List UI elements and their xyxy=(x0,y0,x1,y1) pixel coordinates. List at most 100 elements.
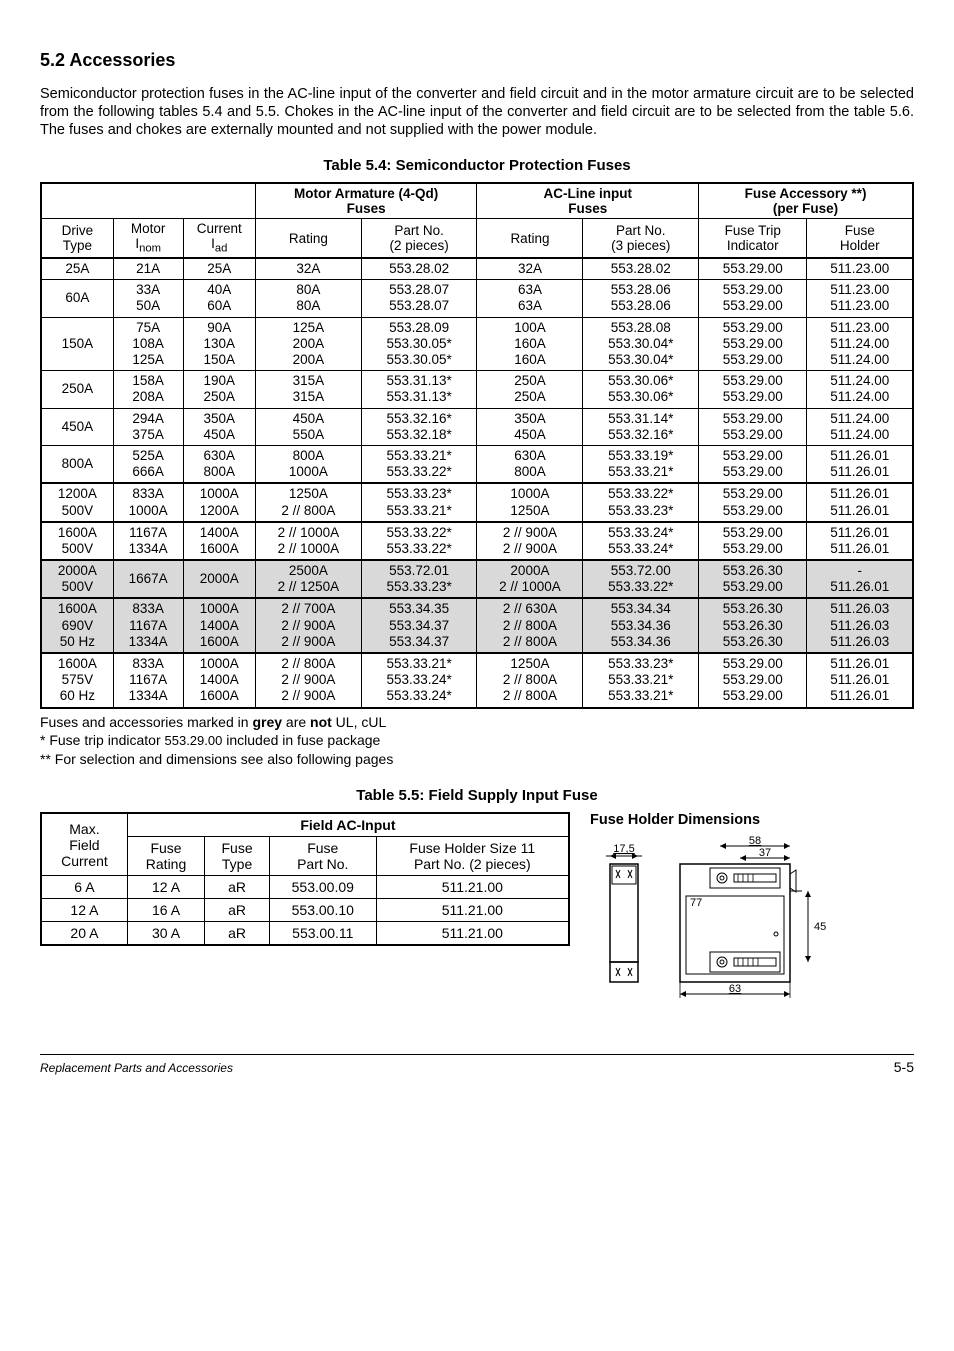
table-cell: aR xyxy=(205,922,270,946)
table-cell: 511.26.01511.26.01 xyxy=(807,445,913,483)
table-cell: 1200A500V xyxy=(41,483,113,521)
table-cell: 294A375A xyxy=(113,408,183,445)
svg-text:37: 37 xyxy=(759,847,771,859)
table-cell: 553.72.01553.33.23* xyxy=(361,560,477,598)
table-cell: 1000A1400A1600A xyxy=(183,598,255,653)
table-cell: 553.29.00553.29.00 xyxy=(699,371,807,408)
table-cell: 350A450A xyxy=(477,408,583,445)
table-cell: 450A550A xyxy=(255,408,361,445)
table-cell: 25A xyxy=(183,258,255,280)
page-footer: Replacement Parts and Accessories 5-5 xyxy=(40,1054,914,1075)
table-cell: 511.21.00 xyxy=(376,899,569,922)
fuse-accessory-header: Fuse Accessory **) (per Fuse) xyxy=(699,183,913,219)
table-cell: 553.33.24*553.33.24* xyxy=(583,522,699,560)
table-cell: 32A xyxy=(255,258,361,280)
motor-inom-header: MotorInom xyxy=(113,219,183,258)
table-cell: 553.29.00553.29.00 xyxy=(699,483,807,521)
table-cell: 315A315A xyxy=(255,371,361,408)
table-cell: 12 A xyxy=(127,876,204,899)
table-cell: 511.21.00 xyxy=(376,922,569,946)
table-cell: 511.26.01511.26.01 xyxy=(807,483,913,521)
table-cell: 511.23.00511.24.00511.24.00 xyxy=(807,317,913,371)
table-row: 1600A690V50 Hz833A1167A1334A1000A1400A16… xyxy=(41,598,913,653)
table-cell: 1600A500V xyxy=(41,522,113,560)
table-row: 1600A500V1167A1334A1400A1600A2 // 1000A2… xyxy=(41,522,913,560)
table-cell: 553.32.16*553.32.18* xyxy=(361,408,477,445)
table-5-5-caption: Table 5.5: Field Supply Input Fuse xyxy=(40,787,914,804)
table-cell: 553.72.00553.33.22* xyxy=(583,560,699,598)
table-cell: 63A63A xyxy=(477,280,583,317)
fuse-holder-dimensions-diagram: 17,5 xyxy=(590,834,850,1004)
ac-partno-header: Part No. (3 pieces) xyxy=(583,219,699,258)
table-row: 12 A16 AaR553.00.10511.21.00 xyxy=(41,899,569,922)
table-cell: 30 A xyxy=(127,922,204,946)
table-cell: 2 // 700A2 // 900A2 // 900A xyxy=(255,598,361,653)
table-cell: 90A130A150A xyxy=(183,317,255,371)
table-cell: -511.26.01 xyxy=(807,560,913,598)
table-cell: 2 // 1000A2 // 1000A xyxy=(255,522,361,560)
table-cell: 553.28.02 xyxy=(361,258,477,280)
table-cell: 553.33.22*553.33.23* xyxy=(583,483,699,521)
current-iad-header: CurrentIad xyxy=(183,219,255,258)
table-cell: 1667A xyxy=(113,560,183,598)
table-cell: 553.00.09 xyxy=(269,876,376,899)
motor-armature-header: Motor Armature (4-Qd) Fuses xyxy=(255,183,477,219)
ma-rating-header: Rating xyxy=(255,219,361,258)
table-cell: 1600A690V50 Hz xyxy=(41,598,113,653)
table-cell: 12 A xyxy=(41,899,127,922)
table-cell: 250A250A xyxy=(477,371,583,408)
table-cell: 553.33.23*553.33.21*553.33.21* xyxy=(583,653,699,708)
fuse-trip-header: Fuse Trip Indicator xyxy=(699,219,807,258)
table-cell: 150A xyxy=(41,317,113,371)
fuse-holder-dimensions-title: Fuse Holder Dimensions xyxy=(590,812,914,828)
table-cell: 800A1000A xyxy=(255,445,361,483)
table-cell: 158A208A xyxy=(113,371,183,408)
t55-fuse-rating-header: Fuse Rating xyxy=(127,837,204,876)
table-cell: 32A xyxy=(477,258,583,280)
table-cell: 553.00.10 xyxy=(269,899,376,922)
table-cell: 40A60A xyxy=(183,280,255,317)
table-cell: 1000A1200A xyxy=(183,483,255,521)
table-row: 25A21A25A32A553.28.0232A553.28.02553.29.… xyxy=(41,258,913,280)
table-cell: 1250A2 // 800A xyxy=(255,483,361,521)
table-cell: aR xyxy=(205,899,270,922)
table-cell: 553.33.21*553.33.24*553.33.24* xyxy=(361,653,477,708)
table-cell: 1000A1250A xyxy=(477,483,583,521)
table-cell: 553.29.00553.29.00 xyxy=(699,280,807,317)
table-cell: 553.26.30553.29.00 xyxy=(699,560,807,598)
table-cell: 2 // 900A2 // 900A xyxy=(477,522,583,560)
table-row: 450A294A375A350A450A450A550A553.32.16*55… xyxy=(41,408,913,445)
table-row: 1200A500V833A1000A1000A1200A1250A2 // 80… xyxy=(41,483,913,521)
table-cell: 350A450A xyxy=(183,408,255,445)
table-cell: 833A1167A1334A xyxy=(113,653,183,708)
svg-text:45: 45 xyxy=(814,921,826,933)
table-cell: 553.28.07553.28.07 xyxy=(361,280,477,317)
field-ac-input-header: Field AC-Input xyxy=(127,813,569,837)
table-cell: 553.00.11 xyxy=(269,922,376,946)
table-cell: 553.33.23*553.33.21* xyxy=(361,483,477,521)
ac-line-header: AC-Line input Fuses xyxy=(477,183,699,219)
table-cell: 21A xyxy=(113,258,183,280)
table-cell: aR xyxy=(205,876,270,899)
table-cell: 60A xyxy=(41,280,113,317)
table-cell: 553.33.21*553.33.22* xyxy=(361,445,477,483)
table-cell: 511.23.00511.23.00 xyxy=(807,280,913,317)
table-cell: 553.31.14*553.32.16* xyxy=(583,408,699,445)
table-cell: 20 A xyxy=(41,922,127,946)
table-cell: 33A50A xyxy=(113,280,183,317)
table-5-4-notes: Fuses and accessories marked in grey are… xyxy=(40,713,914,770)
table-cell: 511.26.01511.26.01511.26.01 xyxy=(807,653,913,708)
t55-fuse-holder-header: Fuse Holder Size 11 Part No. (2 pieces) xyxy=(376,837,569,876)
table-cell: 553.30.06*553.30.06* xyxy=(583,371,699,408)
t55-fuse-type-header: Fuse Type xyxy=(205,837,270,876)
table-cell: 511.21.00 xyxy=(376,876,569,899)
drive-type-header: Drive Type xyxy=(41,219,113,258)
table-cell: 553.29.00553.29.00 xyxy=(699,408,807,445)
table-5-4: Motor Armature (4-Qd) Fuses AC-Line inpu… xyxy=(40,182,914,708)
table-cell: 511.26.03511.26.03511.26.03 xyxy=(807,598,913,653)
ma-partno-header: Part No. (2 pieces) xyxy=(361,219,477,258)
svg-text:17,5: 17,5 xyxy=(613,843,634,855)
table-row: 6 A12 AaR553.00.09511.21.00 xyxy=(41,876,569,899)
section-heading: 5.2 Accessories xyxy=(40,50,914,71)
table-cell: 6 A xyxy=(41,876,127,899)
